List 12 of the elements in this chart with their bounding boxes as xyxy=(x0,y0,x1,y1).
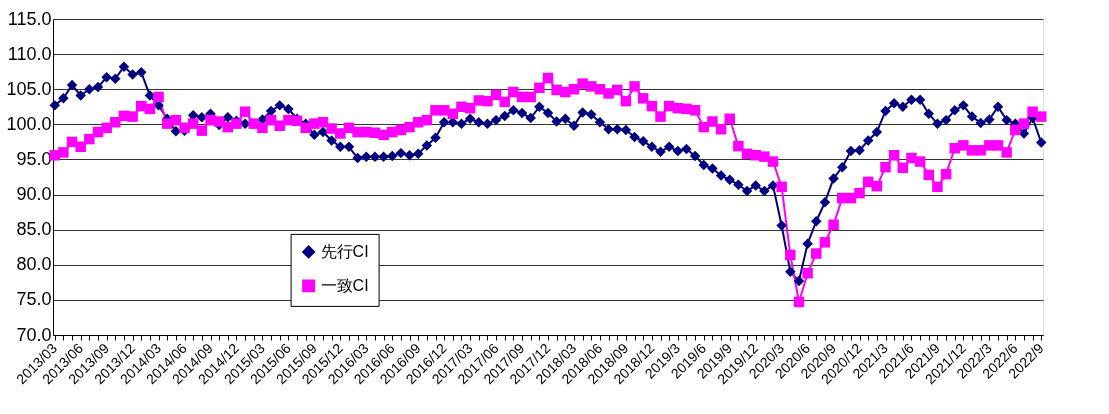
y-tick-label: 95.0 xyxy=(16,148,52,169)
y-tick-label: 70.0 xyxy=(16,324,52,345)
y-tick-label: 110.0 xyxy=(7,43,52,64)
y-tick-label: 75.0 xyxy=(16,289,52,310)
y-tick-label: 100.0 xyxy=(6,113,52,134)
legend-label: 一致CI xyxy=(320,276,369,294)
y-tick-label: 115.0 xyxy=(7,8,52,29)
y-tick-label: 80.0 xyxy=(16,254,52,275)
y-tick-label: 105.0 xyxy=(6,78,52,99)
y-tick-label: 85.0 xyxy=(16,219,52,240)
y-tick-label: 90.0 xyxy=(16,184,52,205)
legend-label: 先行CI xyxy=(320,242,369,260)
